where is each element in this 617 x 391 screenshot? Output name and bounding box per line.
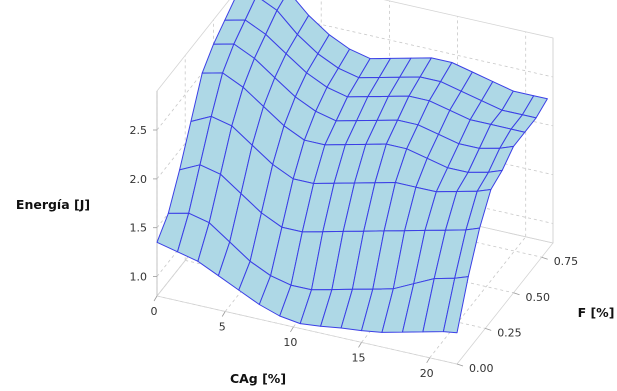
z-tick-label: 1.5 <box>130 222 148 235</box>
y-tick-mark <box>513 292 520 296</box>
x-tick-label: 20 <box>420 367 434 380</box>
x-tick-mark <box>290 326 294 333</box>
x-tick-mark <box>358 342 362 348</box>
z-axis-title: Energía [J] <box>16 197 90 212</box>
y-tick-mark <box>541 256 548 260</box>
y-tick-label: 0.25 <box>497 326 522 339</box>
y-tick-label: 0.50 <box>526 291 551 304</box>
x-axis-title: CAg [%] <box>230 371 286 386</box>
x-gridline-floor <box>429 236 527 359</box>
z-tick-label: 2.0 <box>130 173 148 186</box>
tick-labels: 1.0 1.5 2.0 2.5 0 5 10 15 20 0.00 0.25 0.50 0.75 <box>130 124 579 380</box>
x-tick-mark <box>221 311 226 317</box>
surface-cell <box>442 276 469 334</box>
y-tick-mark <box>456 363 464 367</box>
y-tick-mark <box>485 328 492 331</box>
x-tick-mark <box>426 357 431 364</box>
y-tick-label: 0.00 <box>469 362 494 375</box>
surface-mesh <box>156 0 548 334</box>
x-tick-mark <box>153 295 158 302</box>
z-tick-label: 1.0 <box>130 271 148 284</box>
z-tick-label: 2.5 <box>130 124 148 137</box>
y-axis-title: F [%] <box>578 305 615 320</box>
x-tick-label: 5 <box>219 321 226 334</box>
x-tick-label: 15 <box>352 351 366 364</box>
y-tick-label: 0.75 <box>554 255 579 268</box>
x-tick-label: 10 <box>283 336 297 349</box>
x-tick-label: 0 <box>151 305 158 318</box>
